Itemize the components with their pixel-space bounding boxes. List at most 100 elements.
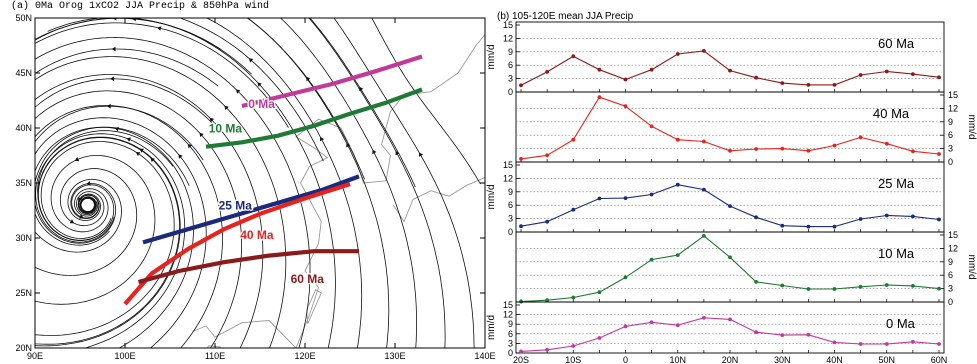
streamline-arrow (78, 197, 83, 202)
streamline (35, 133, 186, 348)
data-point (728, 148, 732, 153)
data-point (623, 196, 628, 201)
x-tick-label: 50N (878, 355, 895, 364)
data-point (675, 323, 680, 328)
streamline (35, 22, 289, 128)
map-x-tick-label: 120E (294, 351, 315, 361)
series-name-label: 40 Ma (873, 106, 910, 121)
map-y-tick-label: 35N (15, 178, 32, 188)
map-background (35, 18, 485, 348)
y-tick-label: 0 (508, 227, 513, 237)
data-point (754, 215, 758, 220)
series-name-label: 60 Ma (878, 36, 915, 51)
data-point (937, 217, 941, 222)
data-point (571, 295, 576, 300)
subplot-frame (515, 301, 945, 354)
y-tick-label: 12 (503, 173, 513, 183)
streamline-arrow (419, 152, 424, 157)
y-tick-label: 0 (948, 157, 953, 167)
map-y-tick-label: 20N (15, 343, 32, 353)
data-point (832, 143, 837, 148)
streamline-arrow (79, 214, 84, 219)
y-tick-label: 15 (948, 230, 958, 240)
streamline (333, 18, 475, 348)
rainbelt-40ma (123, 182, 351, 306)
y-tick-label: 9 (508, 319, 513, 329)
map-y-tick-label: 50N (15, 13, 32, 23)
data-point (832, 287, 837, 291)
y-tick-label: 6 (948, 270, 953, 280)
y-axis-label: mm/d (486, 315, 497, 340)
data-point (571, 344, 576, 348)
data-point (806, 224, 811, 229)
map-x-tick-label: 130E (384, 351, 405, 361)
streamline-arrow (248, 58, 254, 63)
rainbelt-0ma (241, 54, 423, 109)
streamline-arrow (126, 137, 131, 142)
data-point (937, 286, 941, 291)
data-point (858, 217, 863, 221)
data-point (702, 139, 706, 144)
streamline-arrow (111, 46, 116, 52)
x-tick-label: 30N (774, 355, 791, 364)
data-point (754, 280, 758, 284)
data-point (858, 342, 863, 346)
y-tick-label: 9 (508, 47, 513, 57)
data-point (780, 81, 785, 85)
data-point (884, 213, 889, 218)
y-tick-label: 3 (948, 284, 953, 294)
data-point (597, 196, 602, 201)
y-axis-label: mm/d (966, 115, 977, 140)
streamline-arrow (306, 76, 311, 82)
y-tick-label: 15 (948, 90, 958, 100)
streamline-arrow (157, 26, 162, 31)
data-point (858, 135, 863, 140)
streamline-arrow (110, 76, 114, 82)
streamline (35, 117, 207, 348)
data-point (780, 333, 785, 337)
data-point (858, 284, 863, 289)
profile-subplot-40ma: 0 3 6 9 12 15 mm/d 40 Ma (515, 90, 977, 167)
y-tick-label: 12 (503, 33, 513, 43)
data-point (832, 224, 837, 229)
streamline-arrow (106, 103, 111, 109)
profile-panel-title: (b) 105-120E mean JJA Precip (497, 11, 634, 22)
data-point (728, 317, 732, 322)
data-point (675, 253, 680, 257)
data-point (754, 330, 758, 335)
streamline (35, 105, 204, 161)
map-x-tick-label: 100E (114, 351, 135, 361)
data-point (911, 149, 915, 154)
y-tick-label: 12 (948, 103, 958, 113)
data-point (597, 67, 602, 72)
streamline-arrow (139, 148, 144, 153)
y-tick-label: 12 (948, 243, 958, 253)
series-name-label: 25 Ma (878, 176, 915, 191)
streamline-arrow (209, 117, 215, 123)
map-contents (35, 18, 485, 348)
streamline (35, 37, 311, 348)
streamline (206, 18, 363, 348)
data-point (545, 153, 549, 158)
y-tick-label: 0 (948, 297, 953, 307)
data-point (884, 283, 889, 287)
y-tick-label: 15 (503, 160, 513, 170)
series-name-label: 0 Ma (886, 316, 916, 331)
streamline-arrow (395, 150, 400, 156)
data-point (832, 340, 837, 345)
data-point (519, 224, 523, 229)
data-point (858, 73, 863, 77)
x-tick-label: 0 (623, 355, 628, 364)
data-point (571, 54, 576, 59)
rainbelt-label: 25 Ma (219, 198, 253, 212)
data-point (649, 320, 654, 325)
data-point (728, 68, 732, 73)
streamline (35, 74, 264, 348)
data-point (675, 52, 680, 56)
streamline-arrow (346, 143, 351, 148)
data-point (780, 223, 785, 228)
streamline (35, 18, 252, 75)
streamline (309, 18, 416, 188)
profile-subplot-60ma: 0 3 6 9 12 15 mm/d 60 Ma (486, 20, 945, 97)
